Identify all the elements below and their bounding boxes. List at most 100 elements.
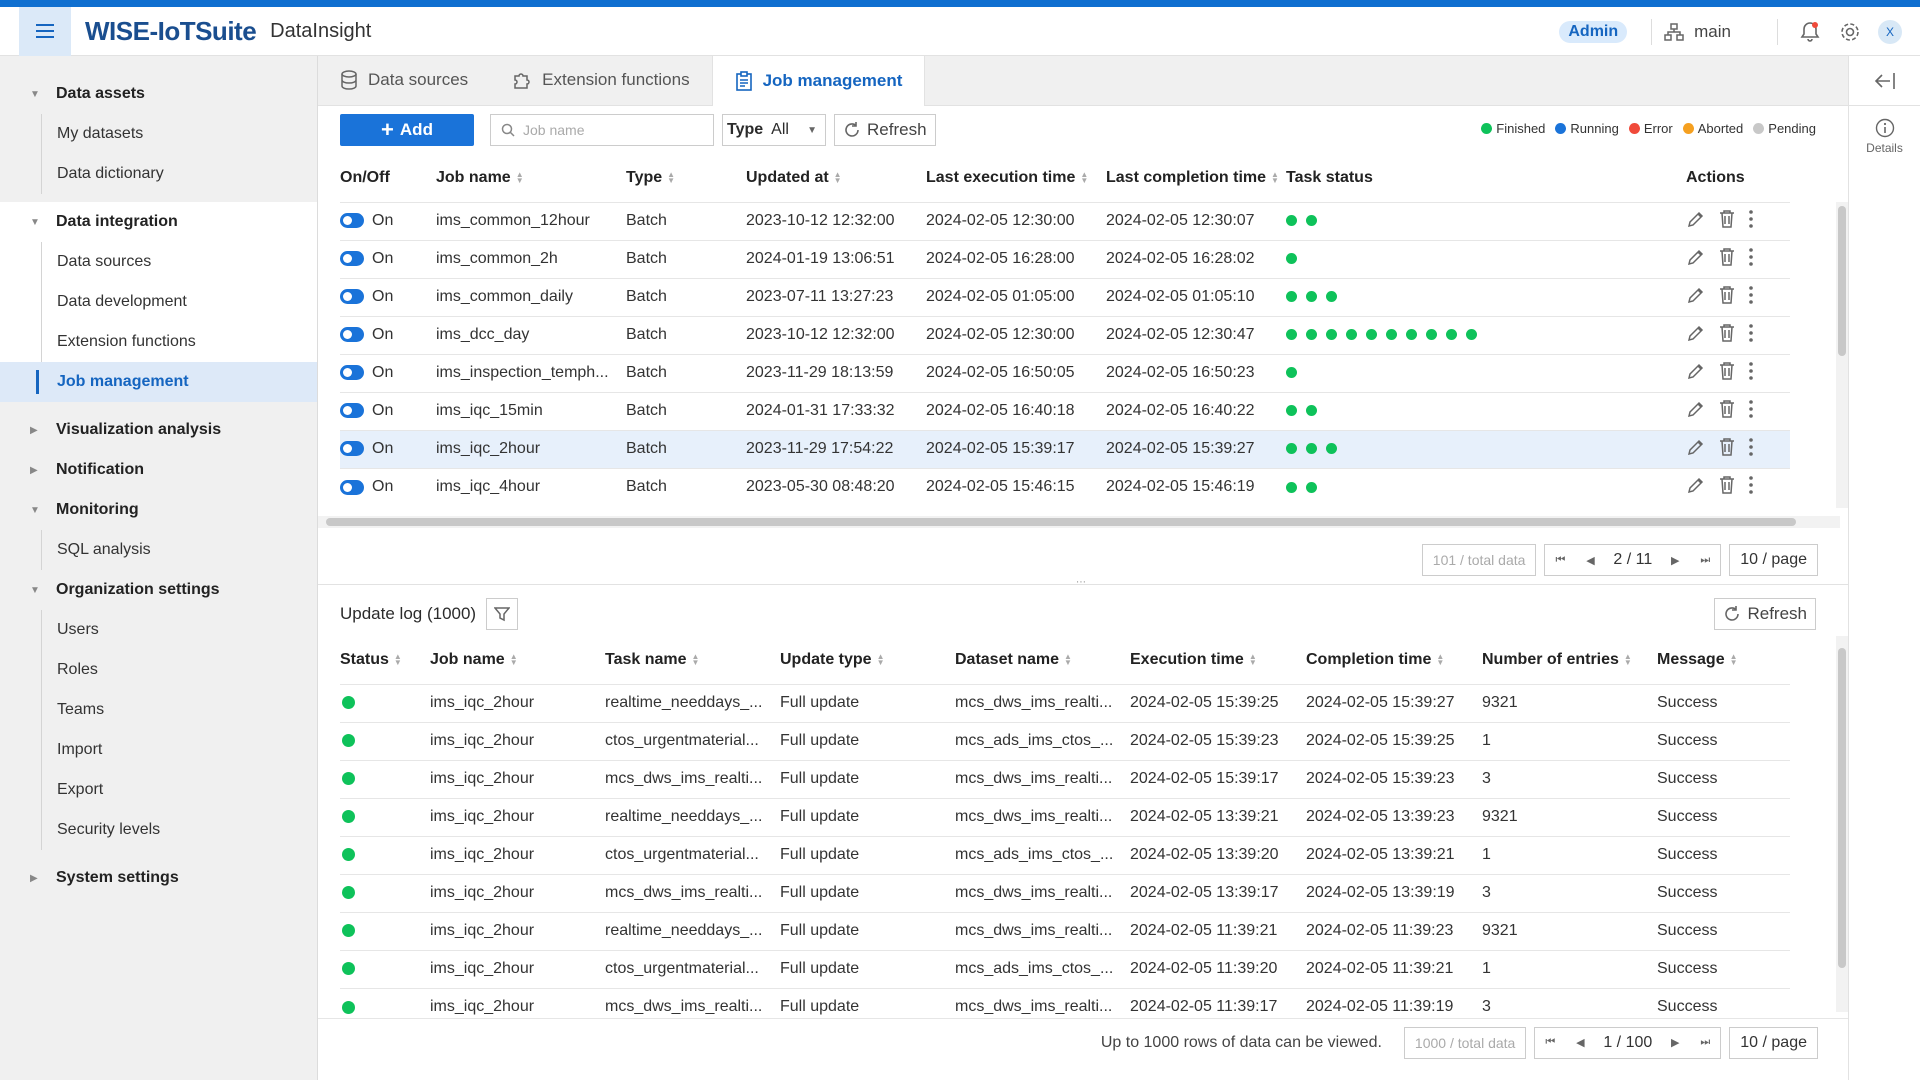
- log-vertical-scrollbar[interactable]: [1836, 636, 1848, 1012]
- job-enable-toggle[interactable]: [340, 327, 364, 343]
- table-row[interactable]: On ims_dcc_day Batch 2023-10-12 12:32:00 202…: [340, 315, 1790, 354]
- task-status-dot[interactable]: [1466, 329, 1477, 341]
- prev-page-icon[interactable]: ◀: [1586, 554, 1595, 567]
- table-row[interactable]: ims_iqc_2hour realtime_needdays_... Full u…: [340, 797, 1790, 836]
- delete-trash-icon[interactable]: [1718, 361, 1736, 381]
- task-status-dot[interactable]: [1386, 329, 1397, 341]
- sidebar-item-security-levels[interactable]: Security levels: [57, 821, 161, 838]
- sidebar-group-organization-settings[interactable]: ▼ Organization settings: [0, 570, 317, 610]
- sidebar-item-teams[interactable]: Teams: [57, 701, 105, 718]
- sidebar-group-visualization-analysis[interactable]: ▶ Visualization analysis: [0, 410, 317, 450]
- notification-bell-icon[interactable]: [1790, 21, 1830, 43]
- table-row[interactable]: On ims_inspection_temph... Batch 2023-11-29…: [340, 353, 1790, 392]
- table-row[interactable]: ims_iqc_2hour ctos_urgentmaterial... Full …: [340, 949, 1790, 988]
- refresh-jobs-button[interactable]: Refresh: [834, 114, 936, 146]
- edit-pencil-icon[interactable]: [1686, 323, 1706, 343]
- job-enable-toggle[interactable]: [340, 403, 364, 419]
- task-status-dot[interactable]: [1286, 215, 1297, 227]
- delete-trash-icon[interactable]: [1718, 475, 1736, 495]
- last-page-icon[interactable]: ⏭: [1700, 553, 1711, 566]
- type-filter-select[interactable]: Type All ▼: [722, 114, 826, 146]
- task-status-dot[interactable]: [1326, 329, 1337, 341]
- job-enable-toggle[interactable]: [340, 289, 364, 305]
- sort-icon[interactable]: ▲ ▼: [667, 169, 676, 185]
- task-status-dot[interactable]: [1286, 291, 1297, 303]
- tab-job-management[interactable]: Job management: [711, 55, 926, 106]
- next-page-icon[interactable]: ▶: [1671, 554, 1680, 567]
- sidebar-item-data-development[interactable]: Data development: [57, 293, 187, 310]
- delete-trash-icon[interactable]: [1718, 209, 1736, 229]
- more-vertical-icon[interactable]: [1748, 209, 1754, 229]
- task-status-dot[interactable]: [1286, 481, 1297, 493]
- table-row[interactable]: On ims_iqc_15min Batch 2024-01-31 17:33:32 2…: [340, 391, 1790, 430]
- job-name-search[interactable]: [490, 114, 714, 146]
- jobs-vertical-scrollbar[interactable]: [1836, 202, 1848, 508]
- edit-pencil-icon[interactable]: [1686, 475, 1706, 495]
- task-status-dot[interactable]: [1286, 367, 1297, 379]
- task-status-dot[interactable]: [1286, 443, 1297, 455]
- sidebar-item-data-dictionary[interactable]: Data dictionary: [57, 165, 164, 182]
- log-col-completion-time[interactable]: Completion time ▲ ▼: [1306, 636, 1482, 684]
- log-page-indicator[interactable]: 1 / 100: [1603, 1033, 1653, 1051]
- edit-pencil-icon[interactable]: [1686, 247, 1706, 267]
- jobs-page-indicator[interactable]: 2 / 11: [1613, 551, 1653, 568]
- job-enable-toggle[interactable]: [340, 213, 364, 229]
- log-col-update-type[interactable]: Update type ▲ ▼: [780, 636, 955, 684]
- job-enable-toggle[interactable]: [340, 365, 364, 381]
- delete-trash-icon[interactable]: [1718, 247, 1736, 267]
- sidebar-item-import[interactable]: Import: [57, 741, 103, 758]
- col-updated-at[interactable]: Updated at ▲ ▼: [746, 154, 926, 202]
- table-row[interactable]: On ims_iqc_2hour Batch 2023-11-29 17:54:22 2…: [340, 429, 1790, 468]
- log-col-job-name[interactable]: Job name ▲ ▼: [430, 636, 605, 684]
- sidebar-item-users[interactable]: Users: [57, 621, 99, 638]
- next-page-icon[interactable]: ▶: [1671, 1037, 1680, 1049]
- edit-pencil-icon[interactable]: [1686, 361, 1706, 381]
- sort-icon[interactable]: ▲ ▼: [1064, 651, 1072, 667]
- more-vertical-icon[interactable]: [1748, 285, 1754, 305]
- table-row[interactable]: On ims_common_12hour Batch 2023-10-12 12:32…: [340, 201, 1790, 240]
- log-col-number-of-entries[interactable]: Number of entries ▲ ▼: [1482, 636, 1657, 684]
- edit-pencil-icon[interactable]: [1686, 285, 1706, 305]
- first-page-icon[interactable]: ⏮: [1555, 553, 1566, 566]
- sidebar-item-my-datasets[interactable]: My datasets: [57, 125, 144, 142]
- task-status-dot[interactable]: [1326, 291, 1337, 303]
- sidebar-group-notification[interactable]: ▶ Notification: [0, 450, 317, 490]
- sidebar-group-system-settings[interactable]: ▶ System settings: [0, 858, 317, 898]
- task-status-dot[interactable]: [1306, 405, 1317, 417]
- table-row[interactable]: ims_iqc_2hour ctos_urgentmaterial... Full …: [340, 835, 1790, 874]
- table-row[interactable]: ims_iqc_2hour realtime_needdays_... Full u…: [340, 911, 1790, 950]
- task-status-dot[interactable]: [1346, 329, 1357, 341]
- sidebar-item-export[interactable]: Export: [57, 781, 104, 798]
- log-col-task-name[interactable]: Task name ▲ ▼: [605, 636, 780, 684]
- table-row[interactable]: ims_iqc_2hour mcs_dws_ims_realti... Full u…: [340, 873, 1790, 912]
- hamburger-menu-button[interactable]: [19, 6, 71, 56]
- sort-icon[interactable]: ▲ ▼: [1623, 651, 1632, 667]
- sort-icon[interactable]: ▲ ▼: [515, 169, 524, 185]
- refresh-log-button[interactable]: Refresh: [1714, 598, 1816, 630]
- task-status-dot[interactable]: [1286, 405, 1297, 417]
- sidebar-item-data-sources[interactable]: Data sources: [57, 253, 152, 270]
- task-status-dot[interactable]: [1306, 329, 1317, 341]
- sort-icon[interactable]: ▲ ▼: [1271, 169, 1279, 185]
- task-status-dot[interactable]: [1326, 443, 1337, 455]
- drag-handle-icon[interactable]: ⋯: [1076, 577, 1086, 588]
- job-enable-toggle[interactable]: [340, 251, 364, 267]
- edit-pencil-icon[interactable]: [1686, 437, 1706, 457]
- sidebar-item-roles[interactable]: Roles: [57, 661, 98, 678]
- more-vertical-icon[interactable]: [1748, 361, 1754, 381]
- sort-icon[interactable]: ▲ ▼: [876, 651, 885, 667]
- sidebar-item-job-management[interactable]: Job management: [0, 362, 317, 402]
- task-status-dot[interactable]: [1306, 215, 1317, 227]
- user-avatar[interactable]: X: [1878, 19, 1902, 44]
- more-vertical-icon[interactable]: [1748, 475, 1754, 495]
- task-status-dot[interactable]: [1306, 481, 1317, 493]
- edit-pencil-icon[interactable]: [1686, 399, 1706, 419]
- edit-pencil-icon[interactable]: [1686, 209, 1706, 229]
- more-vertical-icon[interactable]: [1748, 399, 1754, 419]
- settings-gear-icon[interactable]: [1830, 21, 1870, 43]
- table-row[interactable]: ims_iqc_2hour mcs_dws_ims_realti... Full u…: [340, 759, 1790, 798]
- table-row[interactable]: On ims_common_daily Batch 2023-07-11 13:27:…: [340, 277, 1790, 316]
- details-button[interactable]: Details: [1849, 106, 1920, 155]
- add-job-button[interactable]: + Add: [340, 114, 474, 146]
- more-vertical-icon[interactable]: [1748, 247, 1754, 267]
